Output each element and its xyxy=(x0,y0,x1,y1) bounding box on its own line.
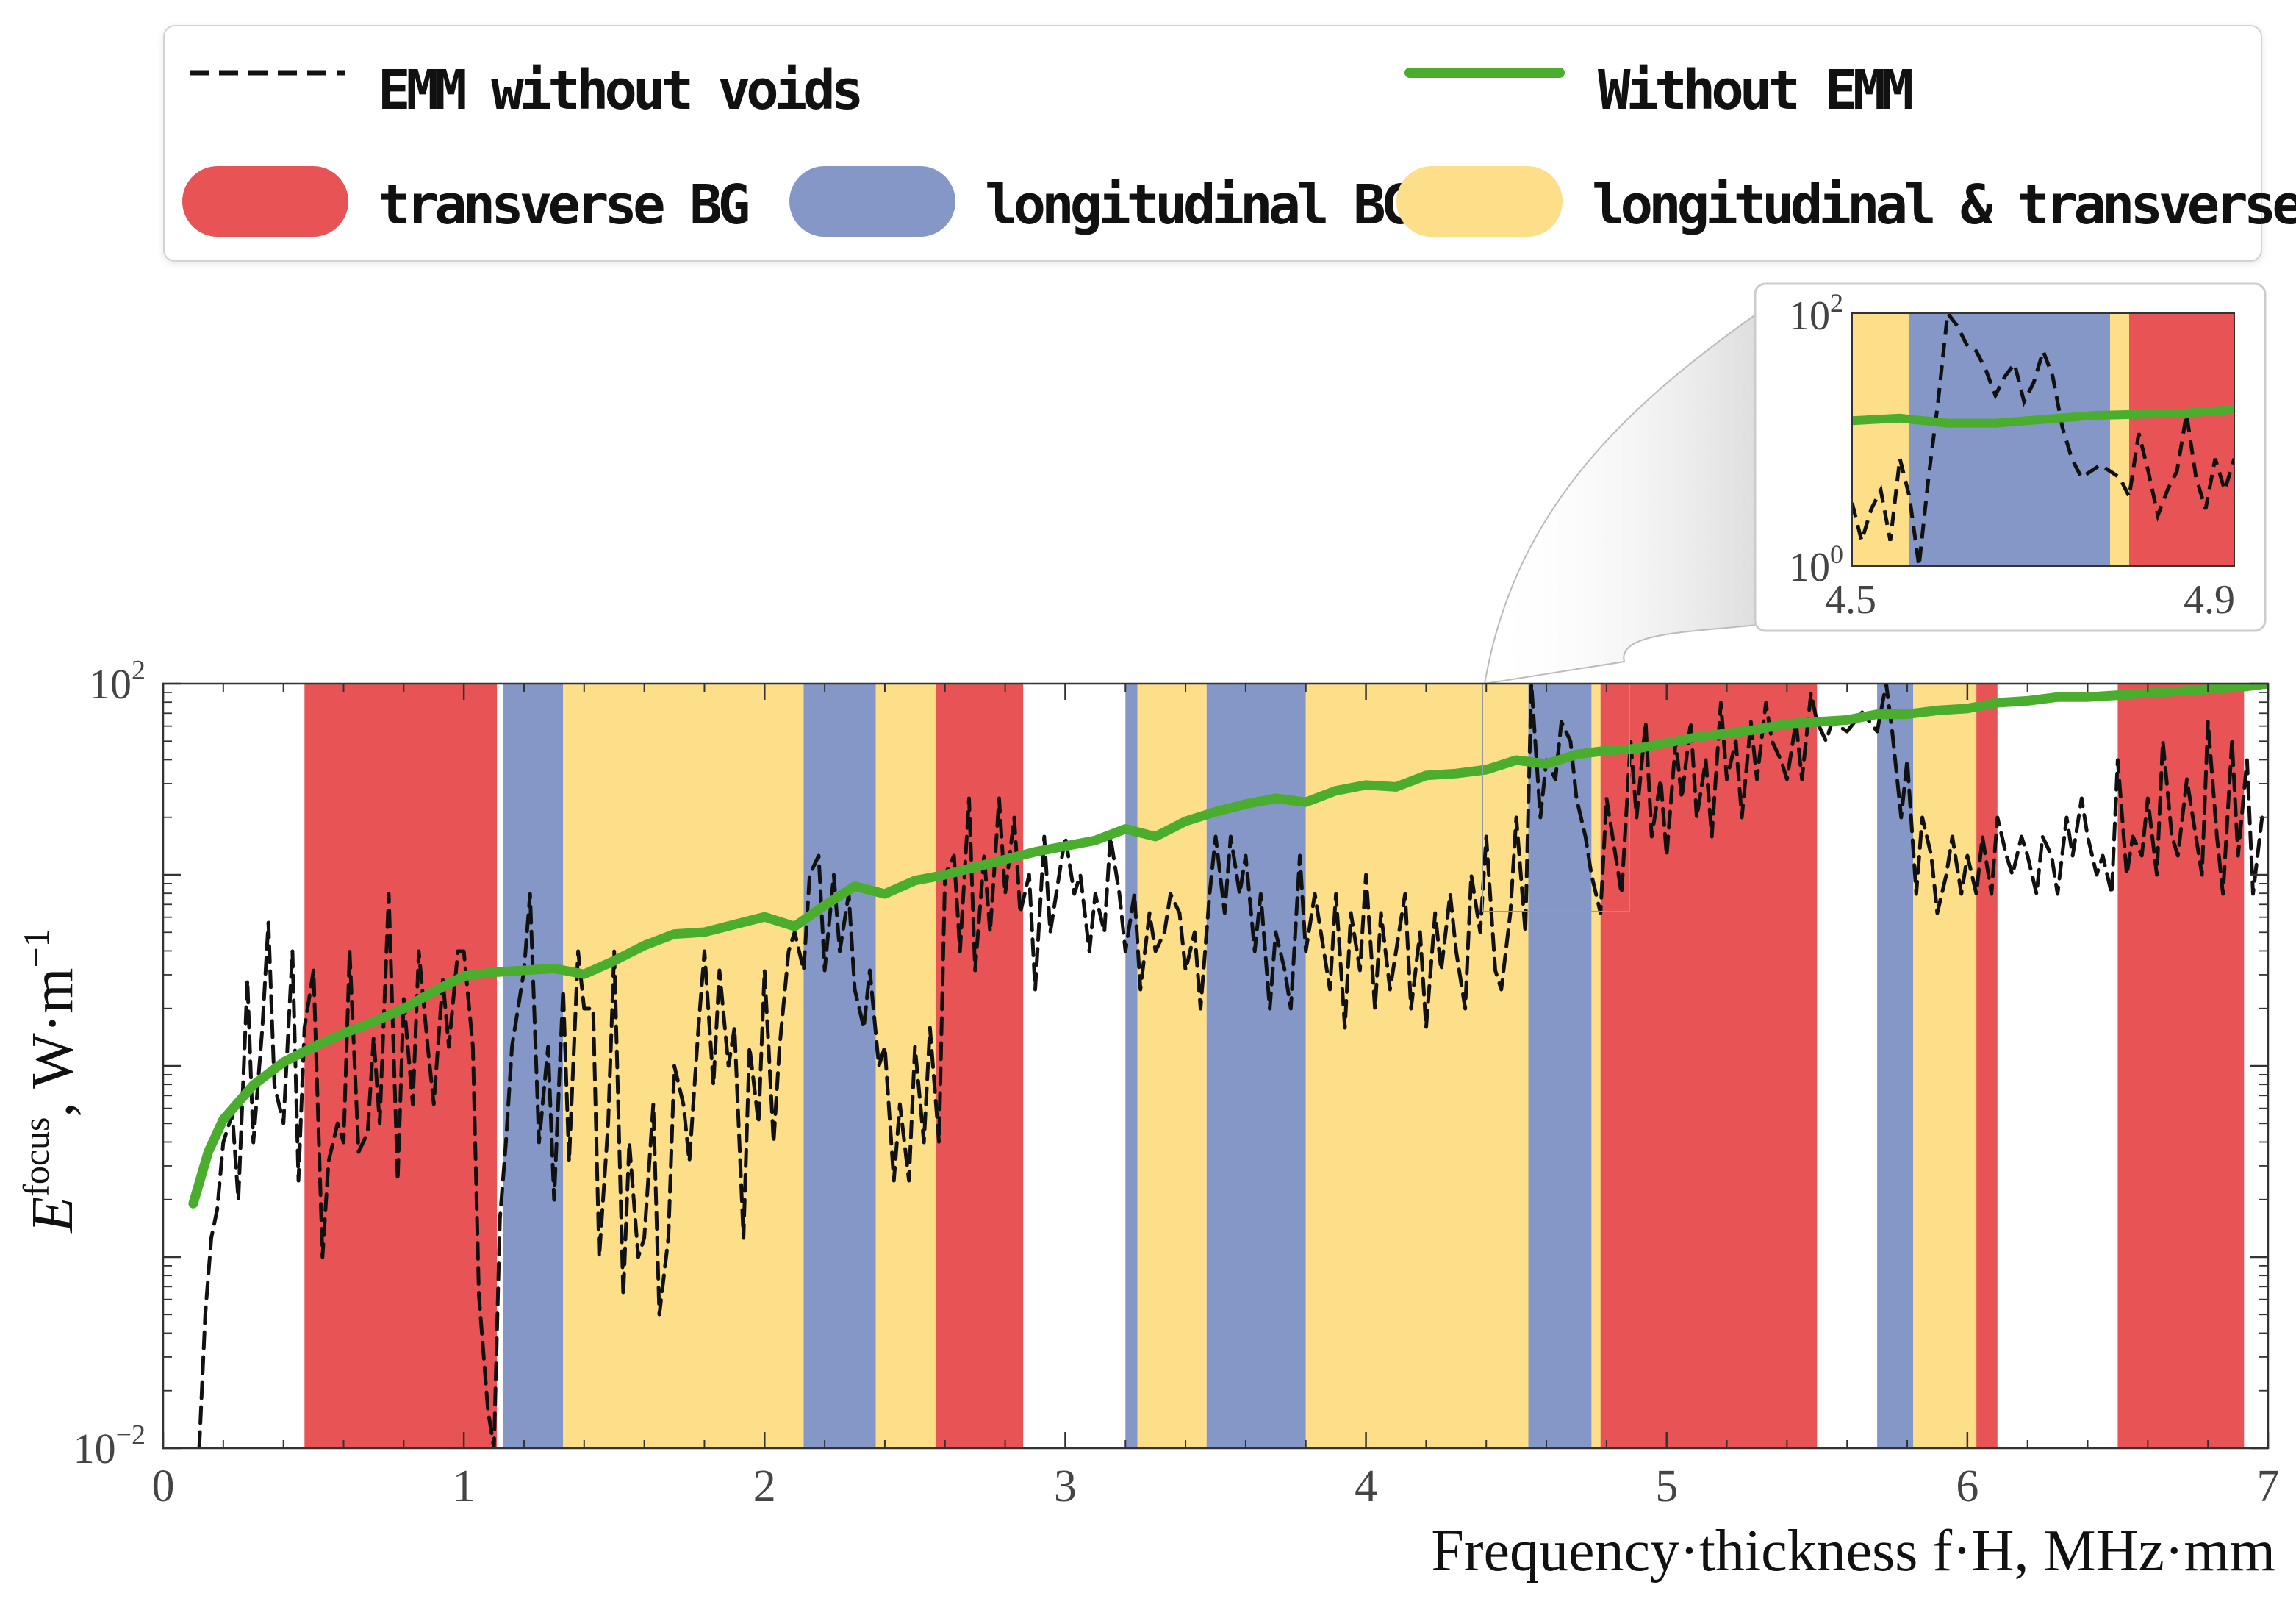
inset-x-tick-right: 4.9 xyxy=(2184,577,2235,623)
inset-band-longitudinal-1 xyxy=(1909,313,2110,566)
legend-both-label: longitudinal & transverse BG xyxy=(1592,173,2296,237)
inset-series-without-emm xyxy=(1852,404,2234,428)
x-tick-label: 6 xyxy=(1956,1461,1978,1511)
legend-without-emm-label: Without EMM xyxy=(1598,59,1914,122)
legend-emm-voids-label: EMM without voids xyxy=(378,59,864,122)
inset-x-tick-left: 4.5 xyxy=(1825,577,1876,623)
inset-y-tick-top: 102 xyxy=(1789,288,1843,339)
inset-band-both-2 xyxy=(2110,313,2129,566)
band-transverse-15 xyxy=(1976,684,1998,1448)
inset-chart: 102 100 4.5 4.9 xyxy=(1754,282,2267,632)
y-tick-label-top: 102 xyxy=(89,655,146,708)
series-emm-without-voids xyxy=(197,684,2264,1448)
x-tick-labels: 0 1 2 3 4 5 6 7 xyxy=(152,1461,2280,1511)
inset-band-transverse-3 xyxy=(2129,313,2234,566)
inset-y-tick-bottom: 100 xyxy=(1789,540,1843,590)
x-tick-label: 4 xyxy=(1355,1461,1377,1511)
legend-transverse-label: transverse BG xyxy=(378,173,750,237)
dashed-line-icon xyxy=(190,70,345,76)
x-tick-label: 5 xyxy=(1655,1461,1678,1511)
bands-layer xyxy=(304,684,2245,1448)
inset-frame xyxy=(1851,312,2235,567)
inset-band-both-0 xyxy=(1852,313,1909,566)
inset-series-layer xyxy=(1852,313,2234,566)
band-longitudinal-3 xyxy=(803,684,876,1448)
x-tick-label: 7 xyxy=(2257,1461,2280,1511)
band-both-11 xyxy=(1591,684,1601,1448)
band-both-7 xyxy=(1137,684,1207,1448)
x-tick-label: 0 xyxy=(152,1461,175,1511)
series-layer xyxy=(188,684,2268,1448)
band-longitudinal-13 xyxy=(1877,684,1914,1448)
x-axis-label: Frequency·thickness f·H, MHz·mm xyxy=(1431,1519,2275,1583)
both-swatch xyxy=(1396,166,1563,237)
band-transverse-16 xyxy=(2117,684,2245,1448)
transverse-swatch xyxy=(182,166,348,237)
y-axis-label: Efocus, W·m−1 xyxy=(15,928,85,1233)
band-both-2 xyxy=(563,684,804,1448)
inset-bands-layer xyxy=(1852,313,2234,566)
band-longitudinal-1 xyxy=(503,684,564,1448)
x-tick-label: 2 xyxy=(753,1461,776,1511)
x-tick-label: 1 xyxy=(453,1461,476,1511)
longitudinal-swatch xyxy=(789,166,955,237)
legend: EMM without voids Without EMM transverse… xyxy=(163,25,2296,262)
ticks-layer xyxy=(162,682,2270,1450)
band-transverse-5 xyxy=(936,684,1024,1448)
band-both-14 xyxy=(1913,684,1977,1448)
legend-longitudinal-label: longitudinal BG xyxy=(985,173,1414,237)
y-tick-label-bottom: 10−2 xyxy=(73,1420,146,1472)
green-line-icon xyxy=(1404,68,1565,78)
band-longitudinal-6 xyxy=(1125,684,1138,1448)
x-tick-label: 3 xyxy=(1054,1461,1077,1511)
inset-callout xyxy=(1483,307,1765,685)
band-both-9 xyxy=(1305,684,1529,1448)
series-without-emm xyxy=(188,684,2268,1209)
